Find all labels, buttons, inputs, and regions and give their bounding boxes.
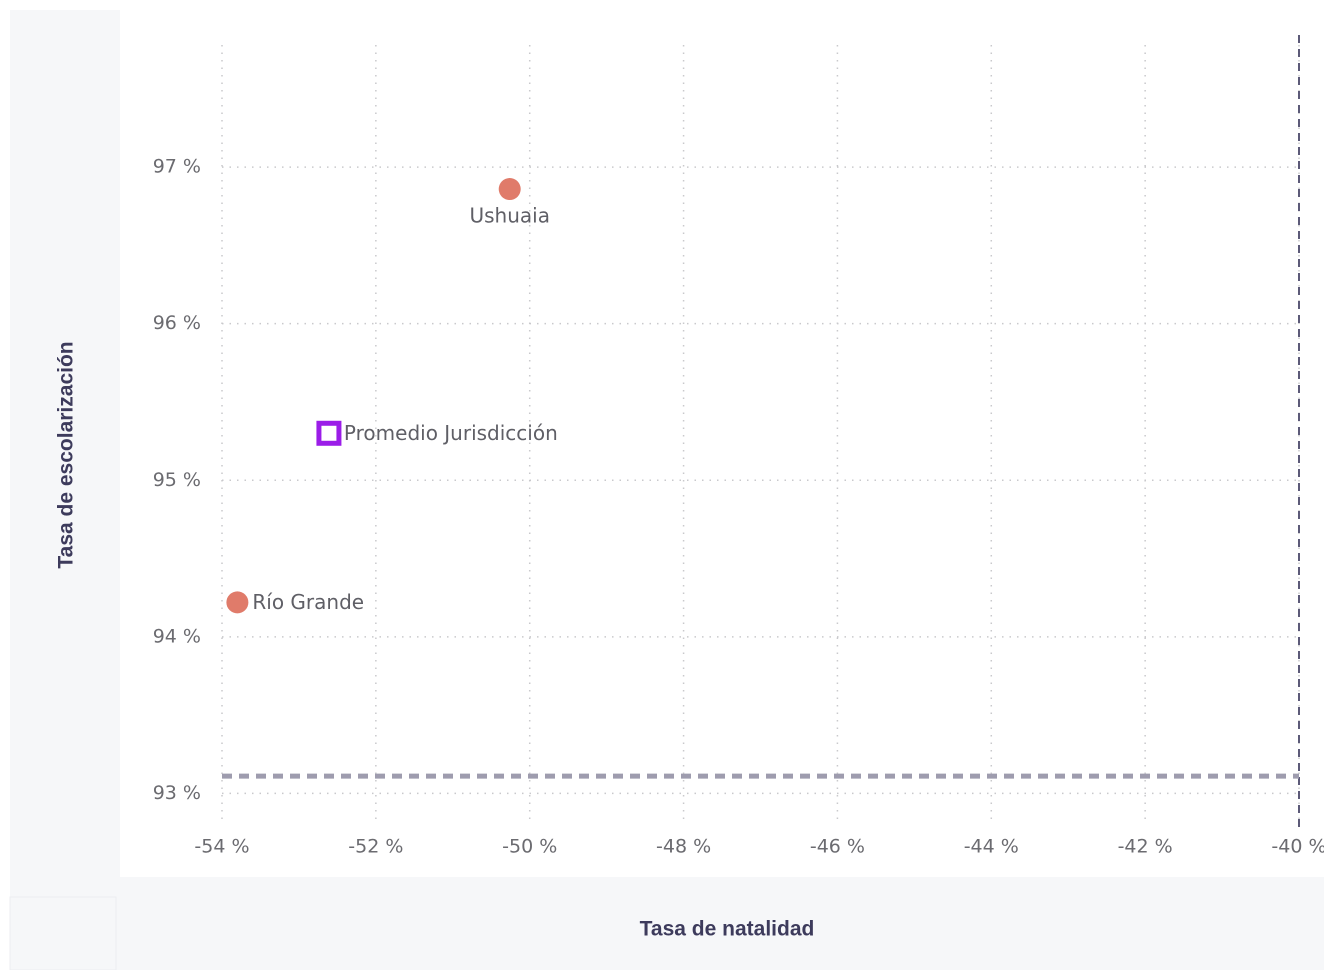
x-tick-label: -46 % [810,836,865,858]
y-tick-label: 94 % [153,625,201,647]
x-tick-label: -52 % [348,836,403,858]
y-tick-label: 96 % [153,312,201,334]
x-tick-label: -50 % [502,836,557,858]
y-tick-label: 95 % [153,469,201,491]
x-tick-label: -44 % [964,836,1019,858]
y-axis-panel [10,10,120,897]
x-axis-title: Tasa de natalidad [640,918,815,941]
y-axis-title: Tasa de escolarización [55,341,78,568]
point-label: Promedio Jurisdicción [344,421,558,445]
average-point [316,420,342,446]
x-axis-panel [116,877,1324,970]
point [498,178,521,201]
x-tick-label: -54 % [194,836,249,858]
corner-panel [9,896,117,970]
x-tick-label: -48 % [656,836,711,858]
x-tick-label: -40 % [1271,836,1324,858]
point-label: Ushuaia [469,204,549,228]
point-label: Río Grande [252,590,364,614]
y-tick-label: 93 % [153,782,201,804]
x-tick-label: -42 % [1118,836,1173,858]
y-tick-label: 97 % [153,156,201,178]
point [226,591,249,614]
